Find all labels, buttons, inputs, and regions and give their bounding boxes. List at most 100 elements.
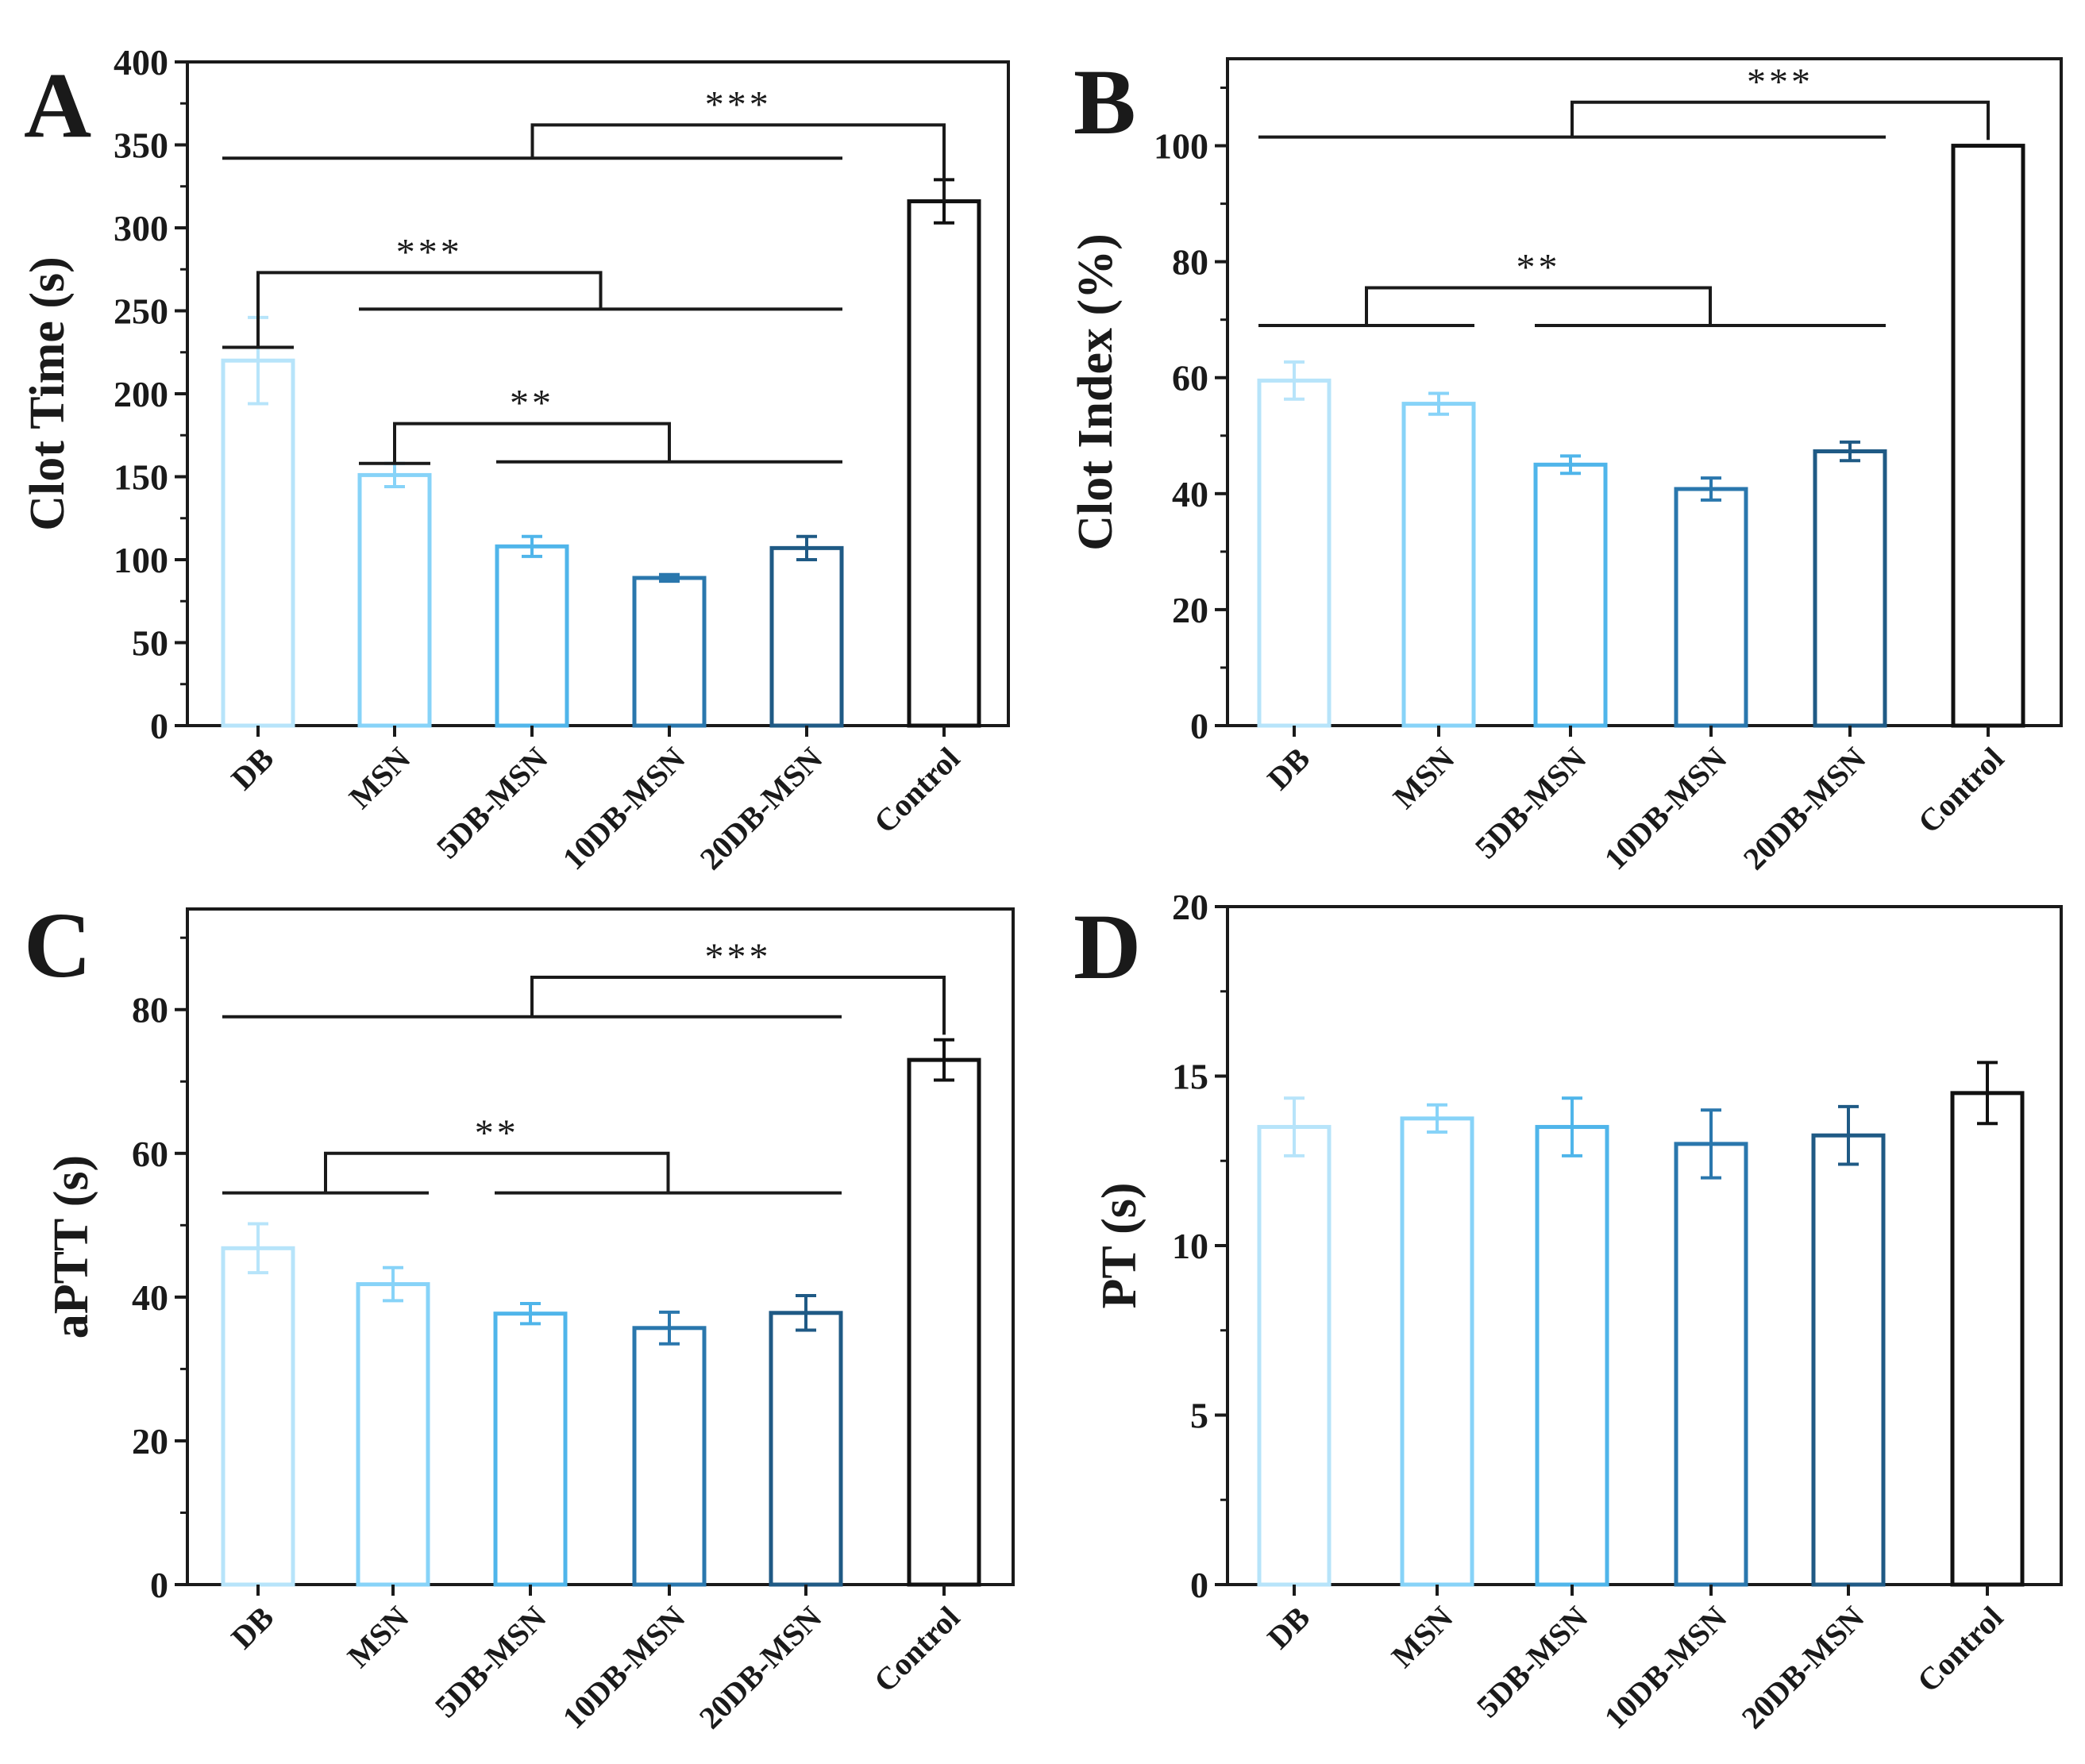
panel-d: D 0 5 10 15 20 PT (s) DB MSN 5DB-MSN 10DB-MSN 20DB-… — [1073, 887, 2063, 1735]
bar — [1401, 402, 1476, 728]
plot-frame — [186, 60, 1010, 727]
panel-label: D — [1073, 895, 1141, 999]
bracket — [530, 976, 946, 1035]
x-tick-label: DB — [1260, 741, 1316, 797]
bar — [1533, 462, 1608, 728]
bar — [769, 1311, 843, 1587]
plot-frame — [1226, 905, 2063, 1586]
panel-label: B — [1073, 50, 1136, 154]
y-tick-label: 15 — [1172, 1057, 1208, 1097]
x-tick-label: MSN — [341, 1599, 416, 1674]
plot-frame — [186, 907, 1015, 1586]
y-tick-label: 400 — [114, 42, 168, 83]
x-tick-label: 20DB-MSN — [693, 740, 830, 876]
x-tick-label: 5DB-MSN — [430, 740, 555, 865]
bar — [493, 1311, 568, 1587]
y-tick-label: 150 — [114, 457, 168, 498]
y-tick-label: 60 — [132, 1134, 168, 1174]
x-tick-label: MSN — [1385, 1599, 1460, 1674]
bar — [495, 544, 569, 728]
y-tick-label: 20 — [132, 1421, 168, 1462]
x-tick-label: 10DB-MSN — [1597, 1599, 1734, 1735]
bar — [1813, 449, 1887, 728]
panel-c: C 0 20 40 60 80 aPTT (s) DB MSN 5DB-MSN 10DB-MSN 20… — [24, 893, 1015, 1735]
panel-a: A 0 50 100 150 200 250 300 350 400 Clot Time (s) DB… — [21, 42, 1010, 876]
y-axis-title: PT (s) — [1093, 1182, 1147, 1308]
x-tick-label: DB — [1260, 1600, 1316, 1656]
bar — [356, 1282, 430, 1587]
x-tick-label: 20DB-MSN — [1735, 1599, 1871, 1735]
significance-label: *** — [705, 936, 772, 978]
panel-label: C — [24, 893, 91, 997]
bracket — [324, 1151, 670, 1193]
y-tick-label: 80 — [1172, 242, 1208, 283]
y-tick-label: 0 — [1190, 706, 1208, 746]
x-tick-label: 10DB-MSN — [556, 1599, 692, 1735]
bracket — [393, 422, 671, 464]
y-tick-label: 50 — [132, 623, 168, 664]
bar — [1257, 378, 1332, 728]
y-tick-label: 250 — [114, 291, 168, 332]
y-tick-label: 300 — [114, 208, 168, 248]
significance-label: *** — [705, 83, 772, 125]
bracket — [530, 123, 946, 202]
y-tick-label: 40 — [1172, 474, 1208, 514]
bar — [357, 472, 432, 728]
bar — [907, 1057, 981, 1587]
bar — [1811, 1133, 1886, 1587]
bar — [1950, 1091, 2025, 1587]
x-tick-label: Control — [1910, 1600, 2010, 1700]
x-tick-label: 5DB-MSN — [428, 1599, 553, 1724]
y-tick-label: 0 — [150, 706, 168, 746]
panel-label: A — [24, 53, 91, 157]
y-axis-title: aPTT (s) — [44, 1155, 98, 1338]
y-tick-label: 20 — [1172, 887, 1208, 927]
significance-label: ** — [510, 383, 554, 425]
bar — [632, 1326, 707, 1587]
x-tick-label: Control — [1911, 741, 2011, 841]
bar — [1535, 1125, 1609, 1587]
plot-frame — [1226, 57, 2063, 727]
y-tick-label: 0 — [1190, 1565, 1208, 1605]
x-tick-label: 20DB-MSN — [1736, 740, 1873, 876]
y-tick-label: 5 — [1190, 1396, 1208, 1436]
bar — [907, 199, 981, 728]
x-tick-label: 10DB-MSN — [556, 740, 692, 876]
y-tick-label: 350 — [114, 125, 168, 166]
y-tick-label: 100 — [1154, 126, 1208, 167]
y-axis-title: Clot Time (s) — [21, 256, 75, 531]
bar — [1257, 1125, 1332, 1587]
significance-label: ** — [475, 1112, 519, 1154]
y-tick-label: 80 — [132, 990, 168, 1030]
bracket — [1365, 286, 1712, 325]
y-tick-label: 20 — [1172, 590, 1208, 630]
y-tick-label: 40 — [132, 1277, 168, 1318]
y-tick-label: 100 — [114, 540, 168, 580]
x-tick-label: Control — [867, 1600, 967, 1700]
x-tick-label: Control — [867, 741, 967, 841]
significance-label: *** — [1747, 61, 1813, 103]
bar — [221, 358, 295, 728]
bar — [1674, 1142, 1748, 1587]
bar — [1400, 1116, 1474, 1587]
x-tick-label: 20DB-MSN — [692, 1599, 829, 1735]
y-tick-label: 60 — [1172, 358, 1208, 399]
x-tick-label: 5DB-MSN — [1470, 1599, 1595, 1724]
bar — [1674, 487, 1748, 728]
x-tick-label: 5DB-MSN — [1468, 740, 1594, 865]
bar — [769, 545, 844, 728]
bar — [1951, 144, 2025, 728]
bracket — [1570, 100, 1990, 141]
x-tick-label: MSN — [1386, 740, 1462, 815]
bar — [221, 1246, 295, 1587]
y-tick-label: 0 — [150, 1565, 168, 1605]
x-tick-label: DB — [224, 741, 280, 797]
y-axis-title: Clot Index (%) — [1069, 233, 1123, 551]
significance-label: ** — [1517, 247, 1561, 289]
x-tick-label: DB — [224, 1600, 280, 1656]
x-tick-label: 10DB-MSN — [1597, 740, 1734, 876]
significance-label: *** — [396, 231, 463, 273]
panel-b: B 0 20 40 60 80 100 Clot Index (%) DB MSN 5DB-MSN 1… — [1069, 50, 2063, 876]
bracket — [256, 271, 603, 348]
